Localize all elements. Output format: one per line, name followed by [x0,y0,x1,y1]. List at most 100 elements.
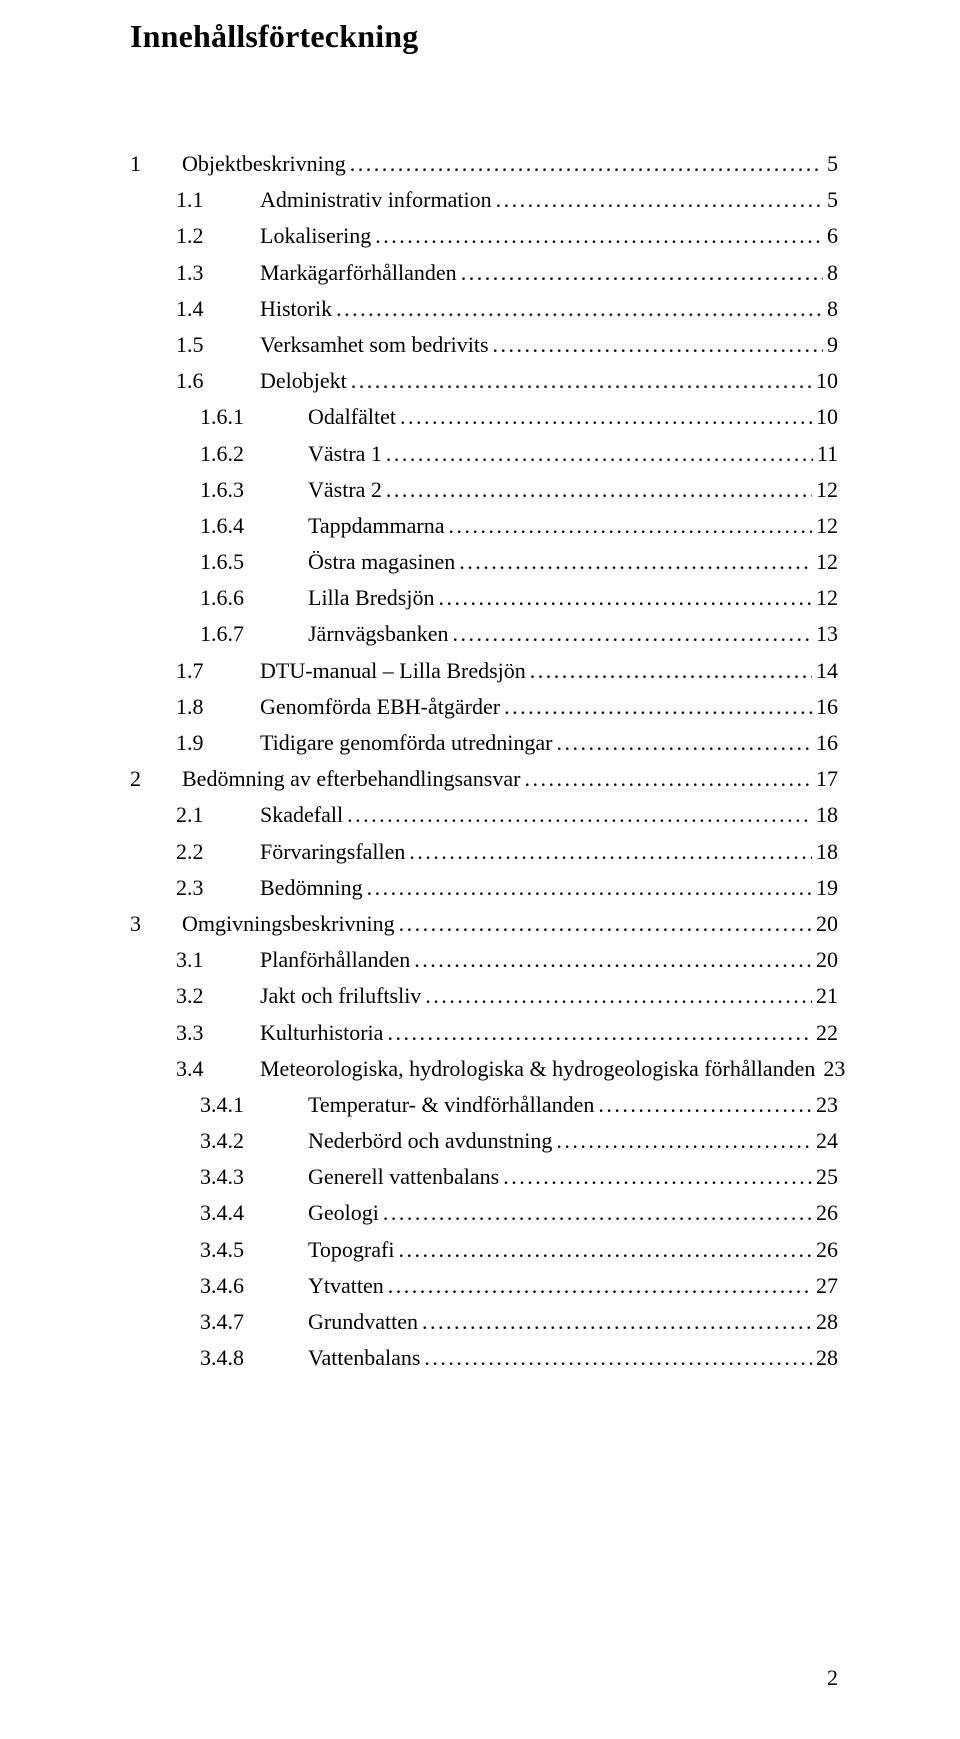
toc-entry-page: 10 [816,406,838,428]
toc-entry-title: Generell vattenbalans [308,1166,499,1188]
document-page: Innehållsförteckning 1Objektbeskrivning.… [0,0,960,1739]
toc-entry: 3.4.1Temperatur- & vindförhållanden.....… [130,1094,838,1116]
toc-entry-title: Omgivningsbeskrivning [182,913,395,935]
toc-leader-dots: ........................................… [598,1094,812,1116]
toc-entry-number: 3 [130,913,182,935]
toc-entry-number: 1.7 [176,660,260,682]
toc-leader-dots: ........................................… [556,732,812,754]
toc-entry: 3.2Jakt och friluftsliv.................… [130,985,838,1007]
toc-entry: 3.4.6Ytvatten...........................… [130,1275,838,1297]
toc-entry-page: 12 [816,515,838,537]
toc-leader-dots: ........................................… [398,1239,812,1261]
toc-leader-dots: ........................................… [496,189,823,211]
toc-entry-page: 23 [816,1094,838,1116]
toc-entry: 3.1Planförhållanden.....................… [130,949,838,971]
page-title: Innehållsförteckning [130,18,838,55]
toc-leader-dots: ........................................… [400,406,812,428]
toc-entry: 2.3Bedömning............................… [130,877,838,899]
toc-entry-title: Vattenbalans [308,1347,420,1369]
toc-entry-title: Bedömning av efterbehandlingsansvar [182,768,520,790]
toc-entry-page: 21 [816,985,838,1007]
toc-entry-number: 2.3 [176,877,260,899]
toc-leader-dots: ........................................… [449,515,812,537]
table-of-contents: 1Objektbeskrivning......................… [130,153,838,1369]
toc-entry-page: 12 [816,479,838,501]
toc-entry: 3.4.2Nederbörd och avdunstning..........… [130,1130,838,1152]
toc-entry-title: Objektbeskrivning [182,153,346,175]
toc-entry-page: 27 [816,1275,838,1297]
toc-entry-title: Kulturhistoria [260,1022,383,1044]
toc-entry-number: 1.2 [176,225,260,247]
toc-entry-page: 12 [816,551,838,573]
toc-entry-number: 1.6.1 [200,406,308,428]
toc-entry-page: 10 [816,370,838,392]
toc-entry-title: Förvaringsfallen [260,841,405,863]
toc-entry-page: 17 [816,768,838,790]
toc-entry: 1.2Lokalisering.........................… [130,225,838,247]
toc-leader-dots: ........................................… [524,768,812,790]
toc-entry: 1Objektbeskrivning......................… [130,153,838,175]
toc-entry-number: 1.6.6 [200,587,308,609]
toc-entry-title: Bedömning [260,877,363,899]
toc-entry-number: 1.6.2 [200,443,308,465]
toc-entry-title: Topografi [308,1239,394,1261]
toc-entry-page: 22 [816,1022,838,1044]
toc-entry-number: 3.4 [176,1058,260,1080]
toc-entry: 1.7DTU-manual – Lilla Bredsjön..........… [130,660,838,682]
toc-entry: 3.4.7Grundvatten........................… [130,1311,838,1333]
toc-leader-dots: ........................................… [556,1130,812,1152]
toc-entry: 1.6.5Östra magasinen....................… [130,551,838,573]
toc-entry-title: Delobjekt [260,370,347,392]
toc-entry: 1.9Tidigare genomförda utredningar......… [130,732,838,754]
toc-entry-title: Lokalisering [260,225,371,247]
toc-entry: 3.4Meteorologiska, hydrologiska & hydrog… [130,1058,838,1080]
toc-entry-title: Östra magasinen [308,551,455,573]
toc-entry-page: 19 [816,877,838,899]
toc-leader-dots: ........................................… [399,913,812,935]
toc-entry: 1.6.6Lilla Bredsjön.....................… [130,587,838,609]
toc-entry-page: 6 [827,225,838,247]
toc-leader-dots: ........................................… [438,587,812,609]
page-number: 2 [827,1665,838,1691]
toc-entry-title: Järnvägsbanken [308,623,449,645]
toc-entry-number: 3.4.5 [200,1239,308,1261]
toc-entry: 3.4.8Vattenbalans.......................… [130,1347,838,1369]
toc-entry-number: 2 [130,768,182,790]
toc-entry-number: 2.1 [176,804,260,826]
toc-entry-number: 1.6.7 [200,623,308,645]
toc-entry-page: 14 [816,660,838,682]
toc-leader-dots: ........................................… [386,479,812,501]
toc-leader-dots: ........................................… [387,1022,812,1044]
toc-entry: 1.6.2Västra 1...........................… [130,443,838,465]
toc-leader-dots: ........................................… [461,262,823,284]
toc-entry-number: 3.4.6 [200,1275,308,1297]
toc-entry-page: 8 [827,262,838,284]
toc-entry: 1.8Genomförda EBH-åtgärder..............… [130,696,838,718]
toc-entry-title: Jakt och friluftsliv [260,985,421,1007]
toc-entry-title: Lilla Bredsjön [308,587,434,609]
toc-entry-page: 8 [827,298,838,320]
toc-entry: 1.1Administrativ information............… [130,189,838,211]
toc-entry-title: Skadefall [260,804,343,826]
toc-entry-number: 2.2 [176,841,260,863]
toc-entry-title: Tappdammarna [308,515,445,537]
toc-entry-page: 23 [823,1058,845,1080]
toc-entry-number: 3.4.7 [200,1311,308,1333]
toc-entry-page: 26 [816,1202,838,1224]
toc-leader-dots: ........................................… [375,225,823,247]
toc-entry-page: 28 [816,1347,838,1369]
toc-entry: 1.6.7Järnvägsbanken.....................… [130,623,838,645]
toc-entry-page: 5 [827,153,838,175]
toc-leader-dots: ........................................… [386,443,813,465]
toc-entry-number: 1.1 [176,189,260,211]
toc-entry-page: 28 [816,1311,838,1333]
toc-entry-title: Tidigare genomförda utredningar [260,732,552,754]
toc-entry-page: 25 [816,1166,838,1188]
toc-leader-dots: ........................................… [422,1311,812,1333]
toc-entry-number: 3.4.4 [200,1202,308,1224]
toc-entry-page: 16 [816,732,838,754]
toc-entry: 1.5Verksamhet som bedrivits.............… [130,334,838,356]
toc-leader-dots: ........................................… [424,1347,812,1369]
toc-entry: 3.4.5Topografi..........................… [130,1239,838,1261]
toc-entry-title: Administrativ information [260,189,492,211]
